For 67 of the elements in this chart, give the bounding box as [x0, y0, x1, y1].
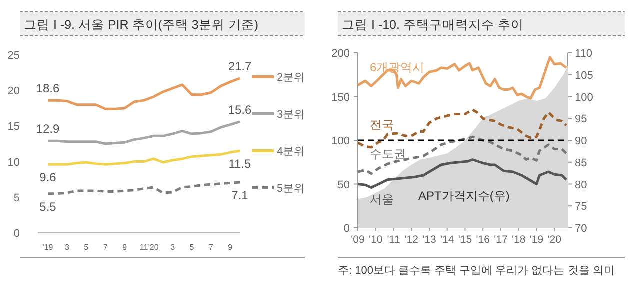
data-label: 21.7 — [228, 59, 252, 74]
data-label: 5.5 — [40, 200, 57, 214]
y2-tick-label: 110 — [575, 48, 593, 60]
x-tick-label: '19 — [530, 234, 544, 246]
y2-tick-label: 95 — [575, 114, 588, 126]
text: 주: 100보다 클수록 주택 구입에 우리가 없다는 것을 의미 — [338, 265, 615, 277]
y-tick-label: 15 — [8, 121, 20, 134]
x-tick-label: '18 — [512, 234, 526, 246]
x-tick-label: '16 — [476, 234, 490, 246]
x-tick-label: 9 — [122, 243, 128, 252]
series-label: 전국 — [370, 118, 394, 132]
x-tick-label: 3 — [170, 243, 176, 252]
data-label: 7.1 — [232, 188, 249, 202]
y2-tick-label: 90 — [575, 136, 588, 148]
y2-tick-label: 100 — [575, 92, 594, 104]
x-tick-label: 9 — [228, 243, 234, 252]
line-series — [356, 56, 568, 100]
y2-tick-label: 105 — [575, 70, 594, 82]
legend-label: 2분위 — [277, 72, 306, 84]
y-tick-label: 25 — [8, 50, 20, 62]
line-series — [356, 136, 568, 175]
y2-tick-label: 85 — [575, 157, 588, 170]
data-label: 18.6 — [36, 82, 60, 96]
x-tick-label: '10 — [369, 234, 383, 246]
series-label: 서울 — [370, 192, 394, 206]
chart-title: 그림 I -9. 서울 PIR 추이(주택 3분위 기준) — [24, 18, 258, 32]
y-tick-label: 20 — [8, 86, 20, 98]
y-tick-label: 150 — [332, 92, 350, 104]
x-tick-label: 5 — [84, 243, 90, 252]
y-tick-label: 0 — [344, 223, 350, 235]
legend-label: 4분위 — [277, 146, 306, 158]
y2-tick-label: 80 — [575, 179, 588, 192]
x-tick-label: '12 — [404, 234, 419, 246]
y-tick-label: 10 — [8, 156, 20, 169]
x-tick-label: 3 — [64, 243, 70, 252]
data-label: 15.6 — [228, 102, 252, 117]
x-tick-label: '09 — [351, 234, 365, 246]
line-series — [356, 158, 568, 189]
y-tick-label: 200 — [332, 48, 350, 60]
x-tick-label: '11 — [387, 234, 400, 246]
x-tick-label: 7 — [208, 243, 214, 252]
x-tick-label: '13 — [422, 234, 436, 246]
legend-label: 3분위 — [277, 109, 306, 121]
series-label: 수도권 — [370, 147, 406, 161]
y2-tick-label: 75 — [575, 201, 588, 214]
line-series — [356, 108, 568, 149]
x-tick-label: '20 — [548, 234, 562, 246]
y-tick-label: 100 — [332, 136, 350, 148]
legend-label: 5분위 — [277, 183, 306, 195]
data-label: 11.5 — [228, 157, 252, 172]
y-tick-label: 50 — [338, 179, 350, 192]
chart-title: 그림 I -10. 주택구매력지수 추이 — [342, 18, 524, 32]
x-tick-label: '17 — [494, 234, 508, 246]
x-tick-label: '20 — [148, 243, 160, 252]
x-tick-label: 5 — [190, 243, 195, 252]
series-label: APT가격지수(우) — [418, 189, 510, 203]
x-tick-label: '19 — [42, 243, 54, 252]
data-label: 9.6 — [40, 170, 57, 185]
series-label: 6개광역시 — [370, 60, 425, 74]
x-tick-label: 11 — [140, 243, 149, 252]
x-tick-label: '14 — [440, 234, 454, 246]
y-tick-label: 5 — [14, 192, 20, 204]
y2-tick-label: 70 — [575, 223, 588, 235]
x-tick-label: '15 — [458, 234, 472, 246]
x-tick-label: 7 — [103, 243, 108, 252]
data-label: 12.9 — [36, 122, 60, 136]
y-tick-label: 0 — [14, 228, 20, 240]
